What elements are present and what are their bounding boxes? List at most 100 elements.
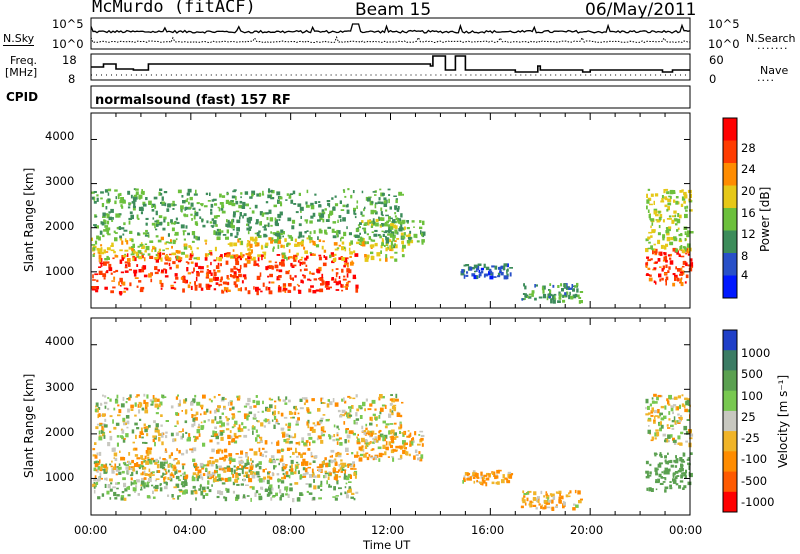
echo-cell <box>155 228 158 231</box>
echo-cell <box>317 408 321 412</box>
echo-cell <box>651 248 654 251</box>
echo-cell <box>304 219 309 222</box>
echo-cell <box>172 204 177 206</box>
echo-cell <box>269 265 272 269</box>
echo-cell <box>120 497 124 501</box>
echo-cell <box>378 216 380 221</box>
echo-cell <box>146 447 150 452</box>
echo-cell <box>315 244 320 248</box>
echo-cell <box>172 438 177 442</box>
echo-cell <box>242 201 246 206</box>
echo-cell <box>157 256 161 260</box>
echo-cell <box>134 277 139 279</box>
echo-cell <box>161 432 164 437</box>
echo-cell <box>324 232 327 235</box>
echo-cell <box>414 449 418 454</box>
echo-cell <box>469 476 472 481</box>
echo-cell <box>675 458 679 462</box>
echo-cell <box>223 467 227 470</box>
echo-cell <box>299 261 302 267</box>
echo-cell <box>390 394 393 396</box>
echo-cell <box>213 288 217 291</box>
echo-cell <box>655 453 658 455</box>
echo-cell <box>264 418 267 423</box>
echo-cell <box>299 259 303 261</box>
echo-cell <box>576 282 579 287</box>
echo-cell <box>389 206 392 210</box>
echo-cell <box>244 471 249 475</box>
echo-cell <box>315 289 320 292</box>
echo-cell <box>135 470 138 475</box>
echo-cell <box>116 435 120 438</box>
echo-cell <box>285 423 288 426</box>
echo-cell <box>310 285 314 288</box>
echo-cell <box>295 423 299 426</box>
echo-cell <box>220 254 223 259</box>
echo-cell <box>684 206 687 210</box>
echo-cell <box>184 207 186 211</box>
echo-cell <box>689 433 694 437</box>
power-cbar-swatch <box>723 118 737 141</box>
echo-cell <box>321 273 324 278</box>
echo-cell <box>196 236 200 241</box>
echo-cell <box>255 395 258 398</box>
echo-cell <box>156 222 159 227</box>
echo-cell <box>645 398 649 404</box>
echo-cell <box>173 486 177 489</box>
echo-cell <box>308 237 313 241</box>
echo-cell <box>301 241 304 244</box>
echo-cell <box>237 473 241 476</box>
echo-cell <box>529 505 532 508</box>
echo-cell <box>256 463 259 467</box>
echo-cell <box>664 196 668 200</box>
echo-cell <box>666 398 669 402</box>
echo-cell <box>345 287 348 290</box>
echo-cell <box>343 258 347 263</box>
echo-cell <box>198 283 202 288</box>
echo-cell <box>494 476 497 480</box>
echo-cell <box>280 244 283 248</box>
echo-cell <box>138 401 141 405</box>
echo-cell <box>657 478 660 483</box>
echo-cell <box>117 482 120 485</box>
echo-cell <box>659 452 662 454</box>
echo-cell <box>292 190 296 195</box>
echo-cell <box>291 265 295 268</box>
echo-cell <box>94 442 97 445</box>
echo-cell <box>155 210 158 216</box>
echo-cell <box>409 440 412 445</box>
echo-cell <box>306 237 309 240</box>
echo-cell <box>232 414 236 419</box>
echo-cell <box>671 427 675 430</box>
echo-cell <box>485 482 488 487</box>
echo-cell <box>353 207 356 212</box>
echo-cell <box>136 462 139 466</box>
echo-cell <box>309 441 311 446</box>
echo-cell <box>343 421 346 425</box>
echo-cell <box>653 210 657 215</box>
echo-cell <box>288 194 292 199</box>
echo-cell <box>277 213 282 218</box>
echo-cell <box>128 217 133 220</box>
echo-cell <box>675 266 677 270</box>
echo-cell <box>122 462 125 465</box>
echo-cell <box>100 252 105 255</box>
echo-cell <box>390 240 393 244</box>
echo-cell <box>93 196 96 201</box>
echo-cell <box>103 435 106 439</box>
echo-cell <box>378 430 381 434</box>
echo-cell <box>204 257 208 261</box>
echo-cell <box>195 276 198 282</box>
echo-cell <box>122 417 126 422</box>
echo-cell <box>395 435 399 438</box>
echo-cell <box>250 462 253 465</box>
echo-cell <box>680 431 684 435</box>
echo-cell <box>649 463 652 467</box>
echo-cell <box>307 433 311 436</box>
echo-cell <box>213 477 217 482</box>
echo-cell <box>359 239 362 243</box>
echo-cell <box>392 237 395 242</box>
echo-cell <box>509 272 512 277</box>
echo-cell <box>341 246 344 251</box>
echo-cell <box>236 276 239 280</box>
